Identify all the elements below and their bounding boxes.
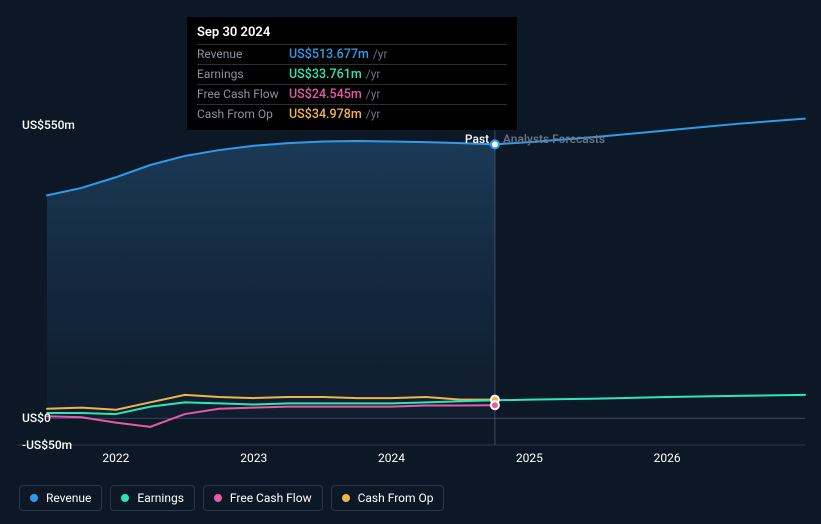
legend-label: Earnings (137, 491, 184, 505)
tooltip-metric-value: US$33.761m (289, 67, 362, 82)
tooltip-row: Cash From OpUS$34.978m/yr (197, 104, 507, 124)
tooltip-metric-name: Cash From Op (197, 107, 289, 121)
tooltip-row: Free Cash FlowUS$24.545m/yr (197, 84, 507, 104)
y-axis-label: -US$50m (22, 438, 72, 452)
legend-item-free-cash-flow[interactable]: Free Cash Flow (203, 485, 323, 511)
legend-label: Revenue (46, 491, 91, 505)
x-axis-label: 2022 (102, 451, 129, 465)
y-axis-label: US$0 (22, 411, 51, 425)
legend-item-cash-from-op[interactable]: Cash From Op (331, 485, 445, 511)
chart-legend: Revenue Earnings Free Cash Flow Cash From O… (19, 485, 444, 511)
x-axis-label: 2026 (654, 451, 681, 465)
tooltip-metric-value: US$513.677m (289, 47, 369, 62)
legend-label: Cash From Op (358, 491, 434, 505)
tooltip-metric-name: Free Cash Flow (197, 87, 289, 101)
legend-dot (30, 494, 38, 502)
x-axis-label: 2024 (378, 451, 405, 465)
tooltip-metric-unit: /yr (366, 67, 381, 81)
legend-dot (342, 494, 350, 502)
tooltip-row: EarningsUS$33.761m/yr (197, 64, 507, 84)
tooltip-row: RevenueUS$513.677m/yr (197, 44, 507, 64)
tooltip-metric-value: US$34.978m (289, 107, 362, 122)
tooltip-metric-unit: /yr (373, 47, 388, 61)
y-axis-label: US$550m (22, 118, 75, 132)
forecast-label: Analysts Forecasts (503, 132, 605, 146)
chart-tooltip: Sep 30 2024 RevenueUS$513.677m/yrEarning… (187, 17, 517, 130)
tooltip-metric-value: US$24.545m (289, 87, 362, 102)
legend-item-earnings[interactable]: Earnings (110, 485, 195, 511)
legend-label: Free Cash Flow (230, 491, 312, 505)
tooltip-date: Sep 30 2024 (197, 23, 507, 44)
past-label: Past (465, 132, 489, 146)
legend-dot (121, 494, 129, 502)
tooltip-metric-unit: /yr (366, 107, 381, 121)
tooltip-metric-unit: /yr (366, 87, 381, 101)
tooltip-metric-name: Revenue (197, 47, 289, 61)
chart-container: Sep 30 2024 RevenueUS$513.677m/yrEarning… (0, 0, 821, 524)
legend-dot (214, 494, 222, 502)
tooltip-metric-name: Earnings (197, 67, 289, 81)
x-axis-label: 2025 (516, 451, 543, 465)
x-axis-label: 2023 (240, 451, 267, 465)
legend-item-revenue[interactable]: Revenue (19, 485, 102, 511)
